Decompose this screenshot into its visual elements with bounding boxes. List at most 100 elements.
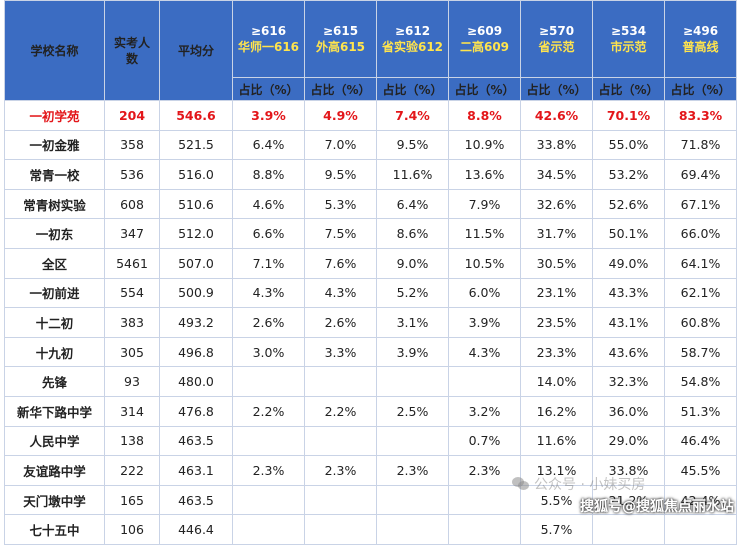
ratio-cell: 2.3% [304, 455, 377, 486]
ratio-cell: 5.7% [520, 514, 593, 545]
ratio-cell: 50.1% [592, 218, 665, 249]
ratio-cell: 58.7% [664, 336, 737, 368]
avg-cell: 446.4 [159, 514, 233, 545]
ratio-cell [232, 484, 305, 516]
ratio-cell: 4.3% [448, 336, 521, 368]
ratio-cell: 33.8% [592, 455, 665, 486]
ratio-cell: 3.1% [376, 307, 449, 338]
ratio-cell: 3.9% [376, 336, 449, 368]
ratio-cell [304, 484, 377, 516]
header-threshold: ≥616 华师一616 [232, 0, 305, 78]
ratio-cell [232, 366, 305, 397]
ratio-cell: 34.5% [520, 159, 593, 190]
ratio-cell [304, 366, 377, 397]
ratio-cell: 45.5% [664, 455, 737, 486]
table-body: 一初学苑 204 546.6 3.9% 4.9% 7.4% 8.8% 42.6% 70.1% 83… [4, 100, 737, 545]
table-row: 友谊路中学 222 463.1 2.3% 2.3% 2.3% 2.3% 13.1% 33.8% 4… [4, 455, 737, 486]
ratio-cell: 43.3% [592, 277, 665, 309]
ratio-cell [448, 514, 521, 545]
ratio-cell: 6.4% [376, 188, 449, 220]
ratio-cell: 31.7% [520, 218, 593, 249]
table-row: 先锋 93 480.0 14.0% 32.3% 54.8% [4, 366, 737, 397]
ratio-cell [232, 425, 305, 457]
table-row: 一初前进 554 500.9 4.3% 4.3% 5.2% 6.0% 23.1% 43.3% 62… [4, 277, 737, 309]
ratio-cell: 14.0% [520, 366, 593, 397]
ratio-cell: 5.5% [520, 484, 593, 516]
ratio-cell: 11.6% [376, 159, 449, 190]
count-cell: 204 [104, 100, 160, 131]
ratio-cell: 55.0% [592, 129, 665, 161]
faint-watermark-text: 公众号 · 小妹买房 [534, 477, 646, 493]
school-name-cell: 七十五中 [4, 514, 105, 545]
school-name-cell: 一初东 [4, 218, 105, 249]
avg-cell: 546.6 [159, 100, 233, 131]
count-cell: 347 [104, 218, 160, 249]
ratio-cell: 13.6% [448, 159, 521, 190]
ratio-cell: 2.3% [376, 455, 449, 486]
count-cell: 106 [104, 514, 160, 545]
header-threshold: ≥570 省示范 [520, 0, 593, 78]
header-ratio: 占比（%） [520, 77, 593, 101]
avg-cell: 480.0 [159, 366, 233, 397]
header-threshold: ≥534 市示范 [592, 0, 665, 78]
ratio-cell: 7.9% [448, 188, 521, 220]
ratio-cell [448, 484, 521, 516]
ratio-cell: 36.0% [592, 395, 665, 427]
ratio-cell: 66.0% [664, 218, 737, 249]
ratio-cell: 8.8% [232, 159, 305, 190]
school-name-cell: 天门墩中学 [4, 484, 105, 516]
school-name-cell: 新华下路中学 [4, 395, 105, 427]
ratio-cell: 6.0% [448, 277, 521, 309]
school-name-cell: 常青树实验 [4, 188, 105, 220]
ratio-cell: 33.8% [520, 129, 593, 161]
ratio-cell: 2.3% [232, 455, 305, 486]
table-row: 一初学苑 204 546.6 3.9% 4.9% 7.4% 8.8% 42.6% 70.1% 83… [4, 100, 737, 131]
avg-cell: 510.6 [159, 188, 233, 220]
watermark: 搜狐号@搜狐焦点丽水站 [580, 496, 734, 516]
table-row: 天门墩中学 165 463.5 5.5% 21.2% 42.4% [4, 484, 737, 516]
ratio-cell: 2.2% [304, 395, 377, 427]
avg-cell: 516.0 [159, 159, 233, 190]
ratio-cell: 60.8% [664, 307, 737, 338]
count-cell: 138 [104, 425, 160, 457]
school-name-cell: 全区 [4, 247, 105, 279]
school-name-cell: 十二初 [4, 307, 105, 338]
ratio-cell: 43.1% [592, 307, 665, 338]
ratio-cell: 3.3% [304, 336, 377, 368]
ratio-cell: 4.6% [232, 188, 305, 220]
ratio-cell: 42.4% [664, 484, 737, 516]
ratio-cell: 3.9% [232, 100, 305, 131]
ratio-cell: 67.1% [664, 188, 737, 220]
count-cell: 314 [104, 395, 160, 427]
ratio-cell: 53.2% [592, 159, 665, 190]
ratio-cell: 5.3% [304, 188, 377, 220]
ratio-cell: 23.3% [520, 336, 593, 368]
school-name-cell: 常青一校 [4, 159, 105, 190]
ratio-cell: 11.6% [520, 425, 593, 457]
ratio-cell: 2.5% [376, 395, 449, 427]
ratio-cell: 51.3% [664, 395, 737, 427]
ratio-cell: 2.3% [448, 455, 521, 486]
header-threshold: ≥496 普高线 [664, 0, 737, 78]
avg-cell: 463.1 [159, 455, 233, 486]
ratio-cell [376, 366, 449, 397]
header-count: 实考人数 [104, 0, 160, 101]
ratio-cell: 9.5% [376, 129, 449, 161]
ratio-cell: 13.1% [520, 455, 593, 486]
header-threshold: ≥612 省实验612 [376, 0, 449, 78]
ratio-cell: 2.6% [232, 307, 305, 338]
avg-cell: 476.8 [159, 395, 233, 427]
ratio-cell: 4.3% [304, 277, 377, 309]
ratio-cell: 2.2% [232, 395, 305, 427]
school-name-cell: 十九初 [4, 336, 105, 368]
count-cell: 383 [104, 307, 160, 338]
table-row: 全区 5461 507.0 7.1% 7.6% 9.0% 10.5% 30.5% 49.0% 64… [4, 247, 737, 279]
ratio-cell: 69.4% [664, 159, 737, 190]
school-name-cell: 一初金雅 [4, 129, 105, 161]
ratio-cell: 9.5% [304, 159, 377, 190]
count-cell: 305 [104, 336, 160, 368]
ratio-cell: 0.7% [448, 425, 521, 457]
ratio-cell: 30.5% [520, 247, 593, 279]
ratio-cell [232, 514, 305, 545]
school-name-cell: 先锋 [4, 366, 105, 397]
